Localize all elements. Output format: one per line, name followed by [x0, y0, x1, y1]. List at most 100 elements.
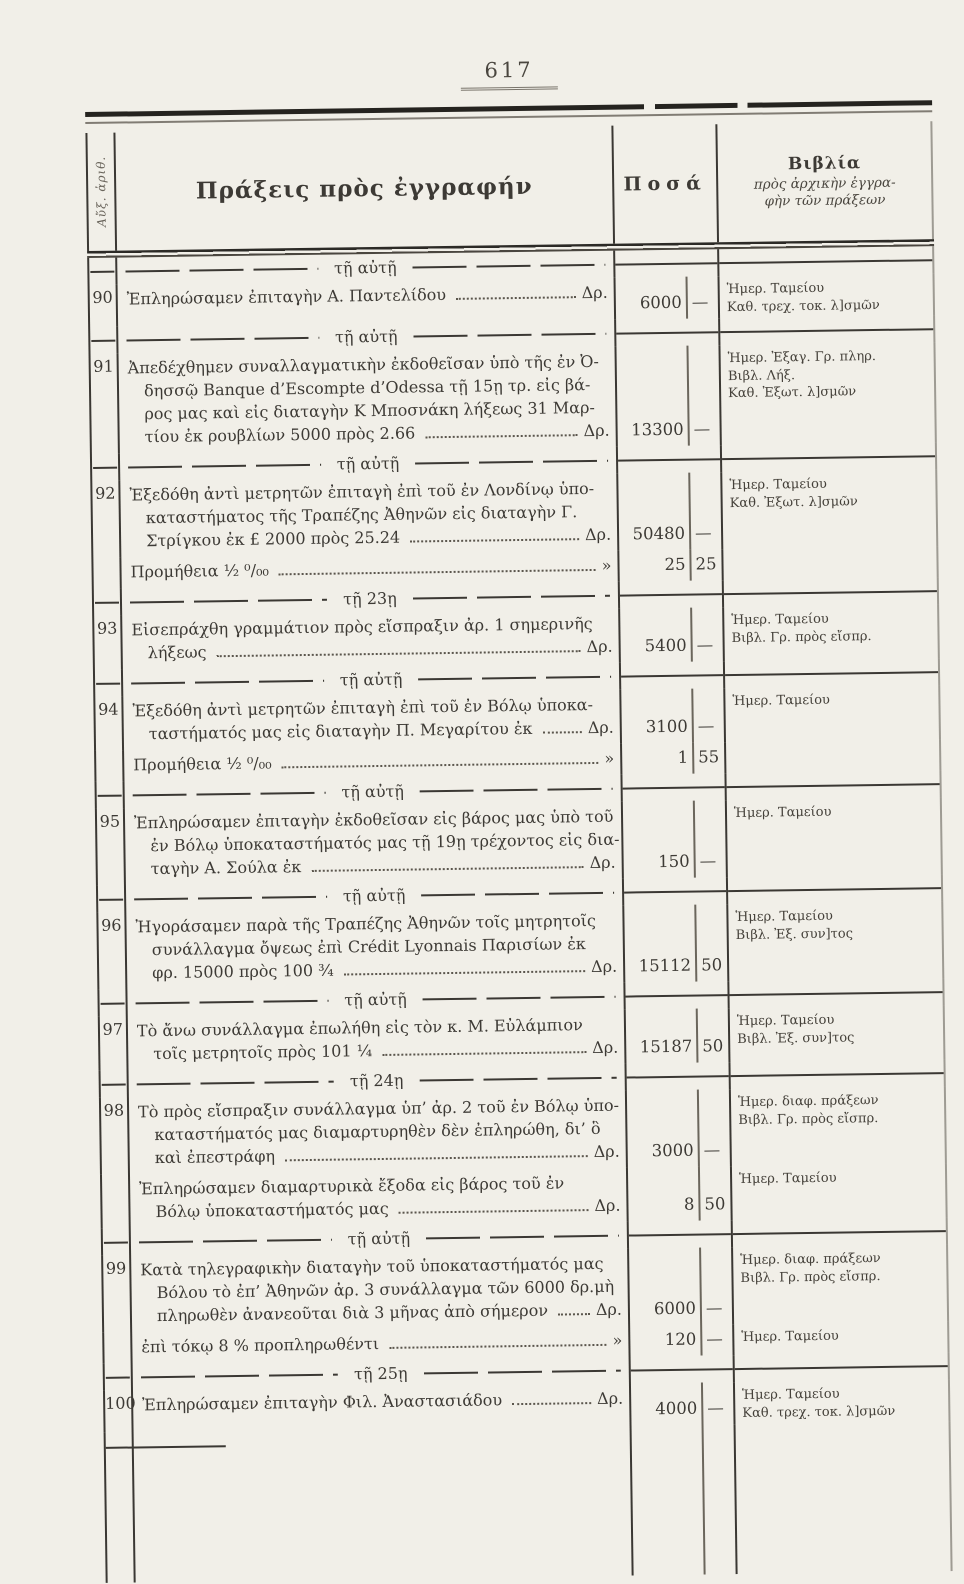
row-number-cell: 92 [90, 480, 122, 558]
books-annotation-cell: Ἡμερ. Ταμείου Βιβλ. Γρ. πρὸς εἴσπρ. [722, 604, 940, 662]
date-separator-label: τῇ αὐτῇ [347, 1228, 411, 1249]
books-annotation-cell: Ἡμερ. Ταμείου [724, 797, 943, 878]
header-amounts-column: Ποσά [611, 124, 718, 244]
separator-line-right [421, 891, 615, 896]
separator-line [625, 993, 728, 998]
currency-unit-label: Δρ. [583, 420, 610, 441]
separator-line [720, 327, 934, 333]
dot-leader [278, 568, 596, 576]
entry-text-cell: Ἐπληρώσαμεν διαμαρτυρικὰ ἔξοδα εἰς βάρος… [130, 1168, 627, 1229]
table-row-group: 96 Ἠγοράσαμεν παρὰ τῆς Τραπέζης Ἀθηνῶν το… [96, 901, 945, 990]
books-note: Καθ. Ἐξωτ. λ]σμῶν [729, 493, 858, 511]
amount-integer-cell: 13300 [614, 345, 688, 447]
separator-line [729, 990, 943, 996]
currency-unit-label: » [604, 748, 615, 768]
separator-line [93, 466, 118, 469]
amount-decimal-cell: 25 [689, 549, 722, 581]
separator-line [725, 670, 939, 676]
header-index-column: Αὔξ. ἀριθ. [85, 132, 118, 252]
amount-decimal-cell: — [685, 276, 719, 319]
dot-leader [542, 731, 582, 734]
entry-line-text: φρ. 15000 πρὸς 100 ¾ [152, 960, 334, 983]
separator-amounts-cell [623, 981, 728, 1010]
entry-line-text: Προμήθεια ½ ⁰/₀₀ [133, 753, 272, 775]
separator-amounts-cell [613, 249, 718, 278]
separator-books-cell [727, 978, 945, 1009]
currency-unit-label: Δρ. [589, 852, 616, 873]
entry-line-text: πληρωθὲν ἀνανεοῦται διὰ 3 μῆνας ἀπὸ σήμε… [156, 1300, 549, 1326]
separator-amounts-cell [626, 1220, 732, 1249]
separator-amounts-cell [617, 580, 723, 609]
separator-line [730, 1071, 944, 1077]
separator-line-left [128, 463, 321, 468]
books-note: Βιβλ. Ἐξ. συν]τος [735, 925, 854, 943]
dot-leader [558, 1313, 590, 1316]
entry-line-text: λήξεως [147, 642, 207, 663]
row-number-cell: 97 [97, 1016, 129, 1071]
separator-line [619, 592, 722, 597]
amount-integer-cell: 5400 [618, 607, 691, 663]
dot-leader [389, 1343, 607, 1349]
amount-integer-cell: 8 [625, 1166, 699, 1222]
dot-leader [285, 1155, 588, 1162]
separator-amounts-cell [620, 773, 725, 802]
separator-line-right [423, 1369, 621, 1374]
entry-text-cell: Ἐπληρώσαμεν ἐπιταγὴν Α. Παντελίδου Δρ. [118, 278, 615, 327]
date-separator-label: τῇ αὐτῇ [344, 989, 407, 1010]
table-row-group: 95 Ἐπληρώσαμεν ἐπιταγὴν ἐκδοθεῖσαν εἰς βά… [94, 797, 943, 886]
dot-leader [281, 761, 599, 769]
amount-integer-cell: 6000 [627, 1247, 701, 1326]
entry-text-cell: Ἠγοράσαμεν παρὰ τῆς Τραπέζης Ἀθηνῶν τοῖς… [126, 906, 623, 990]
entry-line-text: ταγὴν Α. Σούλα ἐκ [150, 857, 302, 879]
entry-line-text: Ἐπληρώσαμεν ἐπιταγὴν Α. Παντελίδου [126, 285, 447, 309]
separator-line [728, 886, 942, 892]
amount-decimal-cell: 55 [692, 742, 725, 774]
dot-leader [382, 1051, 587, 1056]
amount-integer-cell: 150 [620, 800, 694, 879]
dot-leader [425, 434, 578, 439]
row-number-cell: 90 [87, 284, 119, 328]
separator-line-left [126, 336, 320, 341]
amount-decimal-cell: — [700, 1324, 733, 1356]
separator-line [615, 261, 718, 266]
date-separator-label: τῇ αὐτῇ [334, 326, 398, 347]
separator-line-right [419, 1076, 617, 1081]
separator-line-right [413, 332, 607, 337]
row-number-cell: 91 [88, 353, 120, 454]
entry-text-cell: Κατὰ τηλεγραφικὴν διαταγὴν τοῦ ὑποκαταστ… [131, 1249, 628, 1333]
separator-books-cell [725, 874, 944, 905]
separator-line-left [134, 895, 327, 900]
separator-books-cell [718, 315, 936, 346]
page-header: 617 [85, 52, 932, 96]
separator-line-right [412, 263, 606, 268]
separator-amounts-cell [618, 661, 724, 690]
separator-line [732, 1229, 946, 1235]
separator-index-cell [94, 781, 125, 809]
bottom-index-cell [103, 1432, 226, 1583]
table-row-group: 92 Ἐξεδόθη ἀντὶ μετρητῶν ἐπιταγὴ ἐπὶ τοῦ … [90, 469, 939, 558]
separator-line [103, 1241, 128, 1244]
separator-books-cell [728, 1059, 946, 1090]
header-amounts-label: Ποσά [623, 172, 707, 196]
dot-leader [456, 296, 576, 300]
amount-decimal-cell: 50 [694, 904, 728, 982]
entry-line-text: ἐπὶ τόκῳ 8 % προπληρωθέντι [141, 1334, 380, 1357]
entry-line-text: ταστήματός μας εἰς διαταγὴν Π. Μεγαρίτου… [148, 718, 533, 744]
separator-line-right [419, 787, 613, 792]
row-number-cell: 96 [96, 912, 128, 990]
separator-line-right [426, 1234, 619, 1239]
bottom-main-cell [134, 1426, 632, 1583]
amount-integer-cell: 6000 [613, 276, 687, 320]
entry-line-text: Ἐπληρώσαμεν ἐπιταγὴν Φιλ. Ἀναστασιάδου [142, 1390, 503, 1415]
separator-amounts-cell [628, 1355, 733, 1384]
entry-text-cell: Τὸ ἄνω συνάλλαγμα ἐπωλήθη εἰς τὸν κ. Μ. … [128, 1010, 625, 1071]
currency-unit-label: Δρ. [592, 1037, 619, 1058]
separator-line-left [135, 999, 329, 1004]
separator-line [90, 270, 115, 273]
books-note: Ἡμερ. Ταμείου [739, 1170, 837, 1187]
table-row-group: 98 Τὸ πρὸς εἴσπραξιν συνάλλαγμα ὑπ’ ἀρ. 2… [98, 1086, 947, 1175]
books-annotation-cell: Ἡμερ. Ταμείου [732, 1321, 950, 1356]
separator-line [624, 889, 727, 894]
amount-decimal-cell: — [690, 607, 723, 662]
separator-line-left [140, 1373, 339, 1378]
